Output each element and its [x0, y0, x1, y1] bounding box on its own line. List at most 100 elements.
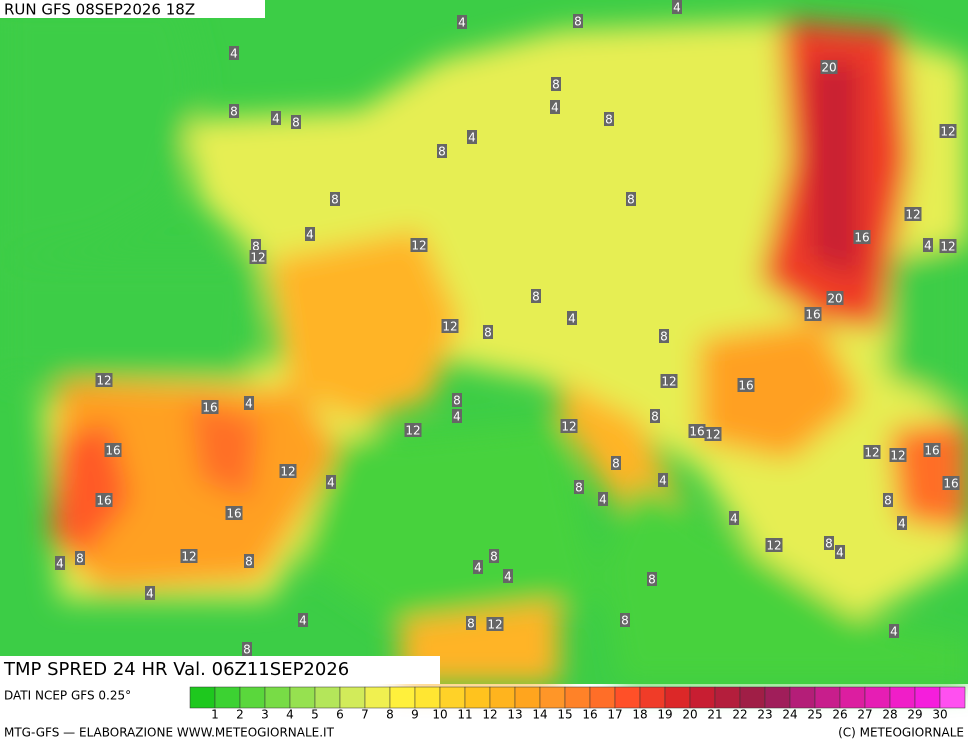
contour-label-box [826, 291, 844, 305]
contour-label: 16 [924, 444, 939, 458]
contour-label-box [737, 378, 755, 392]
contour-label: 4 [56, 557, 64, 571]
contour-label: 12 [487, 618, 502, 632]
title-box [0, 656, 440, 684]
contour-label-box [55, 556, 65, 570]
contour-label: 4 [568, 312, 576, 326]
contour-label: 16 [738, 379, 753, 393]
contour-label: 12 [864, 446, 879, 460]
colorbar-label: 18 [632, 708, 647, 722]
contour-label: 8 [252, 240, 260, 254]
contour-label-box [95, 373, 113, 387]
contour-label: 4 [673, 1, 681, 15]
contour-label-box [104, 443, 122, 457]
contour-label-box [551, 77, 561, 91]
colorbar-label: 16 [582, 708, 597, 722]
map-title: TMP SPRED 24 HR Val. 06Z11SEP2026 [3, 659, 349, 680]
colorbar-cell [189, 686, 216, 709]
contour-label-box [441, 319, 459, 333]
contour-label-box [923, 443, 941, 457]
colorbar-label: 5 [311, 708, 319, 722]
contour-label-box [863, 445, 881, 459]
colorbar-cell [489, 686, 516, 709]
contour-label-box [251, 239, 261, 253]
contour-label: 12 [181, 550, 196, 564]
contour-label: 12 [890, 449, 905, 463]
contour-label: 16 [805, 308, 820, 322]
contour-label-box [660, 374, 678, 388]
contour-label-box [889, 624, 899, 638]
contour-label-box [611, 456, 621, 470]
colorbar-cell [389, 686, 416, 709]
contour-label: 4 [468, 131, 476, 145]
colorbar-cell [864, 686, 891, 709]
contour-label: 8 [331, 193, 339, 207]
contour-label-box [567, 311, 577, 325]
contour-label-box [489, 549, 499, 563]
contour-label-box [486, 617, 504, 631]
contour-label-box [598, 492, 608, 506]
colorbar-label: 24 [782, 708, 797, 722]
contour-label: 8 [627, 193, 635, 207]
colorbar-cell [264, 686, 291, 709]
colorbar-label: 20 [682, 708, 697, 722]
contour-label-box [820, 60, 838, 74]
contour-label: 12 [940, 240, 955, 254]
colorbar-label: 6 [336, 708, 344, 722]
contour-label-box [804, 307, 822, 321]
contour-label: 12 [250, 251, 265, 265]
colorbar-cell [889, 686, 916, 709]
colorbar-label: 2 [236, 708, 244, 722]
contour-label: 8 [575, 481, 583, 495]
contour-label-box [939, 124, 957, 138]
contour-label: 12 [442, 320, 457, 334]
contour-label-box [452, 409, 462, 423]
contour-label: 16 [943, 477, 958, 491]
contour-label: 8 [621, 614, 629, 628]
contour-label-box [626, 192, 636, 206]
colorbar-cell [314, 686, 341, 709]
contour-label-box [201, 400, 219, 414]
contour-label-box [688, 424, 706, 438]
contour-label: 8 [453, 394, 461, 408]
colorbar-label: 7 [361, 708, 369, 722]
contour-label-box [298, 613, 308, 627]
colorbar-label: 11 [457, 708, 472, 722]
colorbar-cell [814, 686, 841, 709]
contour-label: 8 [605, 113, 613, 127]
colorbar-cell [764, 686, 791, 709]
contour-label: 4 [146, 587, 154, 601]
contour-label: 12 [96, 374, 111, 388]
contour-label: 20 [821, 61, 836, 75]
contour-label-box [180, 549, 198, 563]
contour-label: 4 [458, 16, 466, 30]
contour-label-box [835, 545, 845, 559]
contour-label: 8 [660, 330, 668, 344]
colorbar-cell [289, 686, 316, 709]
colorbar-cell [364, 686, 391, 709]
contour-label: 8 [825, 537, 833, 551]
contour-label: 4 [474, 561, 482, 575]
contour-label: 4 [327, 476, 335, 490]
contour-label: 4 [599, 493, 607, 507]
contour-label: 16 [202, 401, 217, 415]
contour-label: 8 [245, 555, 253, 569]
footer-left: MTG-GFS — ELABORAZIONE WWW.METEOGIORNALE… [4, 726, 335, 740]
contour-label: 12 [561, 420, 576, 434]
contour-label-box [473, 560, 483, 574]
colorbar-cell [914, 686, 941, 709]
contour-label-box [550, 100, 560, 114]
colorbar-label: 13 [507, 708, 522, 722]
contour-label: 8 [484, 326, 492, 340]
contour-label-box [560, 419, 578, 433]
contour-label: 4 [306, 228, 314, 242]
colorbar-cell [414, 686, 441, 709]
contour-label-box [889, 448, 907, 462]
contour-label-box [939, 239, 957, 253]
contour-label: 4 [230, 47, 238, 61]
colorbar-label: 30 [932, 708, 947, 722]
colorbar-cell [589, 686, 616, 709]
contour-label-box [437, 144, 447, 158]
contour-label-box [95, 493, 113, 507]
contour-label: 4 [245, 397, 253, 411]
